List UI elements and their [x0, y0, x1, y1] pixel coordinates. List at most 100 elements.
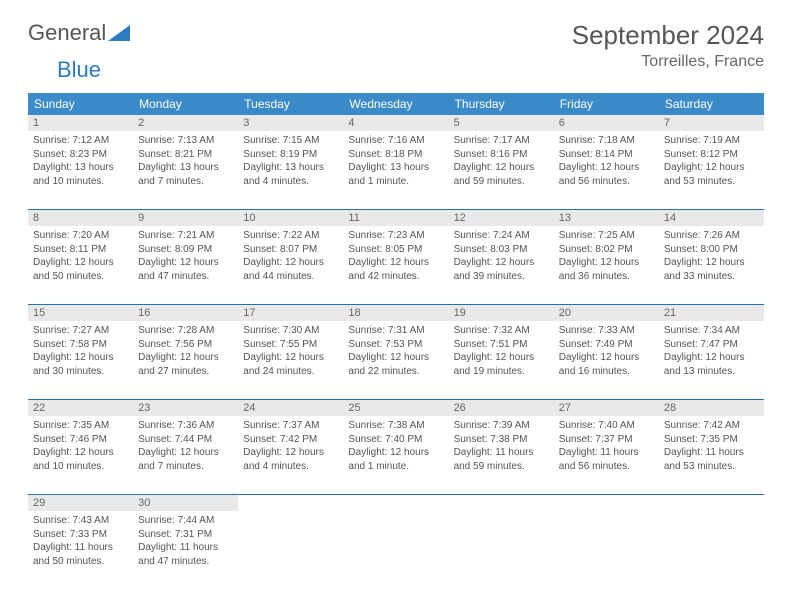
sunset-text: Sunset: 8:18 PM: [348, 148, 443, 162]
sunrise-text: Sunrise: 7:42 AM: [664, 419, 759, 433]
month-title: September 2024: [572, 20, 764, 51]
day-number: 10: [238, 210, 343, 226]
day-number: 5: [449, 115, 554, 131]
sunset-text: Sunset: 7:58 PM: [33, 338, 128, 352]
day-number: 12: [449, 210, 554, 226]
daylight-text: Daylight: 13 hours and 4 minutes.: [243, 161, 338, 188]
sunrise-text: Sunrise: 7:15 AM: [243, 134, 338, 148]
sunset-text: Sunset: 7:55 PM: [243, 338, 338, 352]
logo-triangle-icon: [108, 25, 130, 41]
sunrise-text: Sunrise: 7:26 AM: [664, 229, 759, 243]
day-number: 9: [133, 210, 238, 226]
day-number: 24: [238, 400, 343, 416]
day-number: 3: [238, 115, 343, 131]
day-number: [343, 495, 448, 511]
daylight-text: Daylight: 12 hours and 13 minutes.: [664, 351, 759, 378]
day-number: 25: [343, 400, 448, 416]
day-number: 19: [449, 305, 554, 321]
weekday-header-row: SundayMondayTuesdayWednesdayThursdayFrid…: [28, 93, 764, 115]
day-number: [238, 495, 343, 511]
day-number: 17: [238, 305, 343, 321]
daylight-text: Daylight: 12 hours and 44 minutes.: [243, 256, 338, 283]
sunrise-text: Sunrise: 7:24 AM: [454, 229, 549, 243]
sunrise-text: Sunrise: 7:35 AM: [33, 419, 128, 433]
weekday-header: Wednesday: [343, 93, 448, 115]
day-cell: Sunrise: 7:34 AMSunset: 7:47 PMDaylight:…: [659, 321, 764, 399]
day-number: 14: [659, 210, 764, 226]
sunset-text: Sunset: 8:16 PM: [454, 148, 549, 162]
daylight-text: Daylight: 12 hours and 19 minutes.: [454, 351, 549, 378]
day-cell: [659, 511, 764, 589]
day-cell: Sunrise: 7:15 AMSunset: 8:19 PMDaylight:…: [238, 131, 343, 209]
sunrise-text: Sunrise: 7:31 AM: [348, 324, 443, 338]
sunrise-text: Sunrise: 7:12 AM: [33, 134, 128, 148]
daylight-text: Daylight: 12 hours and 24 minutes.: [243, 351, 338, 378]
day-cell: [238, 511, 343, 589]
daylight-text: Daylight: 12 hours and 39 minutes.: [454, 256, 549, 283]
weekday-header: Monday: [133, 93, 238, 115]
weekday-header: Friday: [554, 93, 659, 115]
daylight-text: Daylight: 12 hours and 22 minutes.: [348, 351, 443, 378]
daylight-text: Daylight: 12 hours and 4 minutes.: [243, 446, 338, 473]
sunrise-text: Sunrise: 7:21 AM: [138, 229, 233, 243]
daylight-text: Daylight: 12 hours and 33 minutes.: [664, 256, 759, 283]
sunrise-text: Sunrise: 7:25 AM: [559, 229, 654, 243]
calendar: SundayMondayTuesdayWednesdayThursdayFrid…: [28, 93, 764, 589]
week-row: Sunrise: 7:43 AMSunset: 7:33 PMDaylight:…: [28, 511, 764, 589]
day-number: 28: [659, 400, 764, 416]
sunset-text: Sunset: 8:00 PM: [664, 243, 759, 257]
day-cell: [343, 511, 448, 589]
sunset-text: Sunset: 7:56 PM: [138, 338, 233, 352]
daylight-text: Daylight: 12 hours and 30 minutes.: [33, 351, 128, 378]
day-cell: Sunrise: 7:17 AMSunset: 8:16 PMDaylight:…: [449, 131, 554, 209]
day-cell: Sunrise: 7:26 AMSunset: 8:00 PMDaylight:…: [659, 226, 764, 304]
daylight-text: Daylight: 12 hours and 16 minutes.: [559, 351, 654, 378]
day-number: [554, 495, 659, 511]
daylight-text: Daylight: 12 hours and 56 minutes.: [559, 161, 654, 188]
sunrise-text: Sunrise: 7:20 AM: [33, 229, 128, 243]
sunset-text: Sunset: 8:23 PM: [33, 148, 128, 162]
sunrise-text: Sunrise: 7:37 AM: [243, 419, 338, 433]
daylight-text: Daylight: 13 hours and 1 minute.: [348, 161, 443, 188]
sunrise-text: Sunrise: 7:18 AM: [559, 134, 654, 148]
daylight-text: Daylight: 12 hours and 59 minutes.: [454, 161, 549, 188]
sunset-text: Sunset: 8:07 PM: [243, 243, 338, 257]
sunrise-text: Sunrise: 7:33 AM: [559, 324, 654, 338]
day-number: 11: [343, 210, 448, 226]
sunset-text: Sunset: 8:09 PM: [138, 243, 233, 257]
day-cell: Sunrise: 7:39 AMSunset: 7:38 PMDaylight:…: [449, 416, 554, 494]
daylight-text: Daylight: 12 hours and 53 minutes.: [664, 161, 759, 188]
day-number: 20: [554, 305, 659, 321]
sunset-text: Sunset: 7:47 PM: [664, 338, 759, 352]
day-number: 22: [28, 400, 133, 416]
sunset-text: Sunset: 8:05 PM: [348, 243, 443, 257]
sunrise-text: Sunrise: 7:30 AM: [243, 324, 338, 338]
day-number: 13: [554, 210, 659, 226]
day-number: 27: [554, 400, 659, 416]
daylight-text: Daylight: 11 hours and 56 minutes.: [559, 446, 654, 473]
day-cell: Sunrise: 7:37 AMSunset: 7:42 PMDaylight:…: [238, 416, 343, 494]
day-cell: Sunrise: 7:27 AMSunset: 7:58 PMDaylight:…: [28, 321, 133, 399]
day-cell: Sunrise: 7:22 AMSunset: 8:07 PMDaylight:…: [238, 226, 343, 304]
day-cell: Sunrise: 7:33 AMSunset: 7:49 PMDaylight:…: [554, 321, 659, 399]
daylight-text: Daylight: 12 hours and 1 minute.: [348, 446, 443, 473]
day-number: 21: [659, 305, 764, 321]
weekday-header: Thursday: [449, 93, 554, 115]
day-number: 18: [343, 305, 448, 321]
day-number: 16: [133, 305, 238, 321]
day-number: 8: [28, 210, 133, 226]
day-cell: [449, 511, 554, 589]
day-cell: Sunrise: 7:40 AMSunset: 7:37 PMDaylight:…: [554, 416, 659, 494]
day-cell: Sunrise: 7:43 AMSunset: 7:33 PMDaylight:…: [28, 511, 133, 589]
day-cell: Sunrise: 7:25 AMSunset: 8:02 PMDaylight:…: [554, 226, 659, 304]
day-cell: Sunrise: 7:12 AMSunset: 8:23 PMDaylight:…: [28, 131, 133, 209]
daylight-text: Daylight: 11 hours and 47 minutes.: [138, 541, 233, 568]
daylight-text: Daylight: 12 hours and 10 minutes.: [33, 446, 128, 473]
day-cell: Sunrise: 7:19 AMSunset: 8:12 PMDaylight:…: [659, 131, 764, 209]
sunrise-text: Sunrise: 7:28 AM: [138, 324, 233, 338]
day-number: 2: [133, 115, 238, 131]
weekday-header: Sunday: [28, 93, 133, 115]
daylight-text: Daylight: 12 hours and 7 minutes.: [138, 446, 233, 473]
weekday-header: Saturday: [659, 93, 764, 115]
sunrise-text: Sunrise: 7:16 AM: [348, 134, 443, 148]
